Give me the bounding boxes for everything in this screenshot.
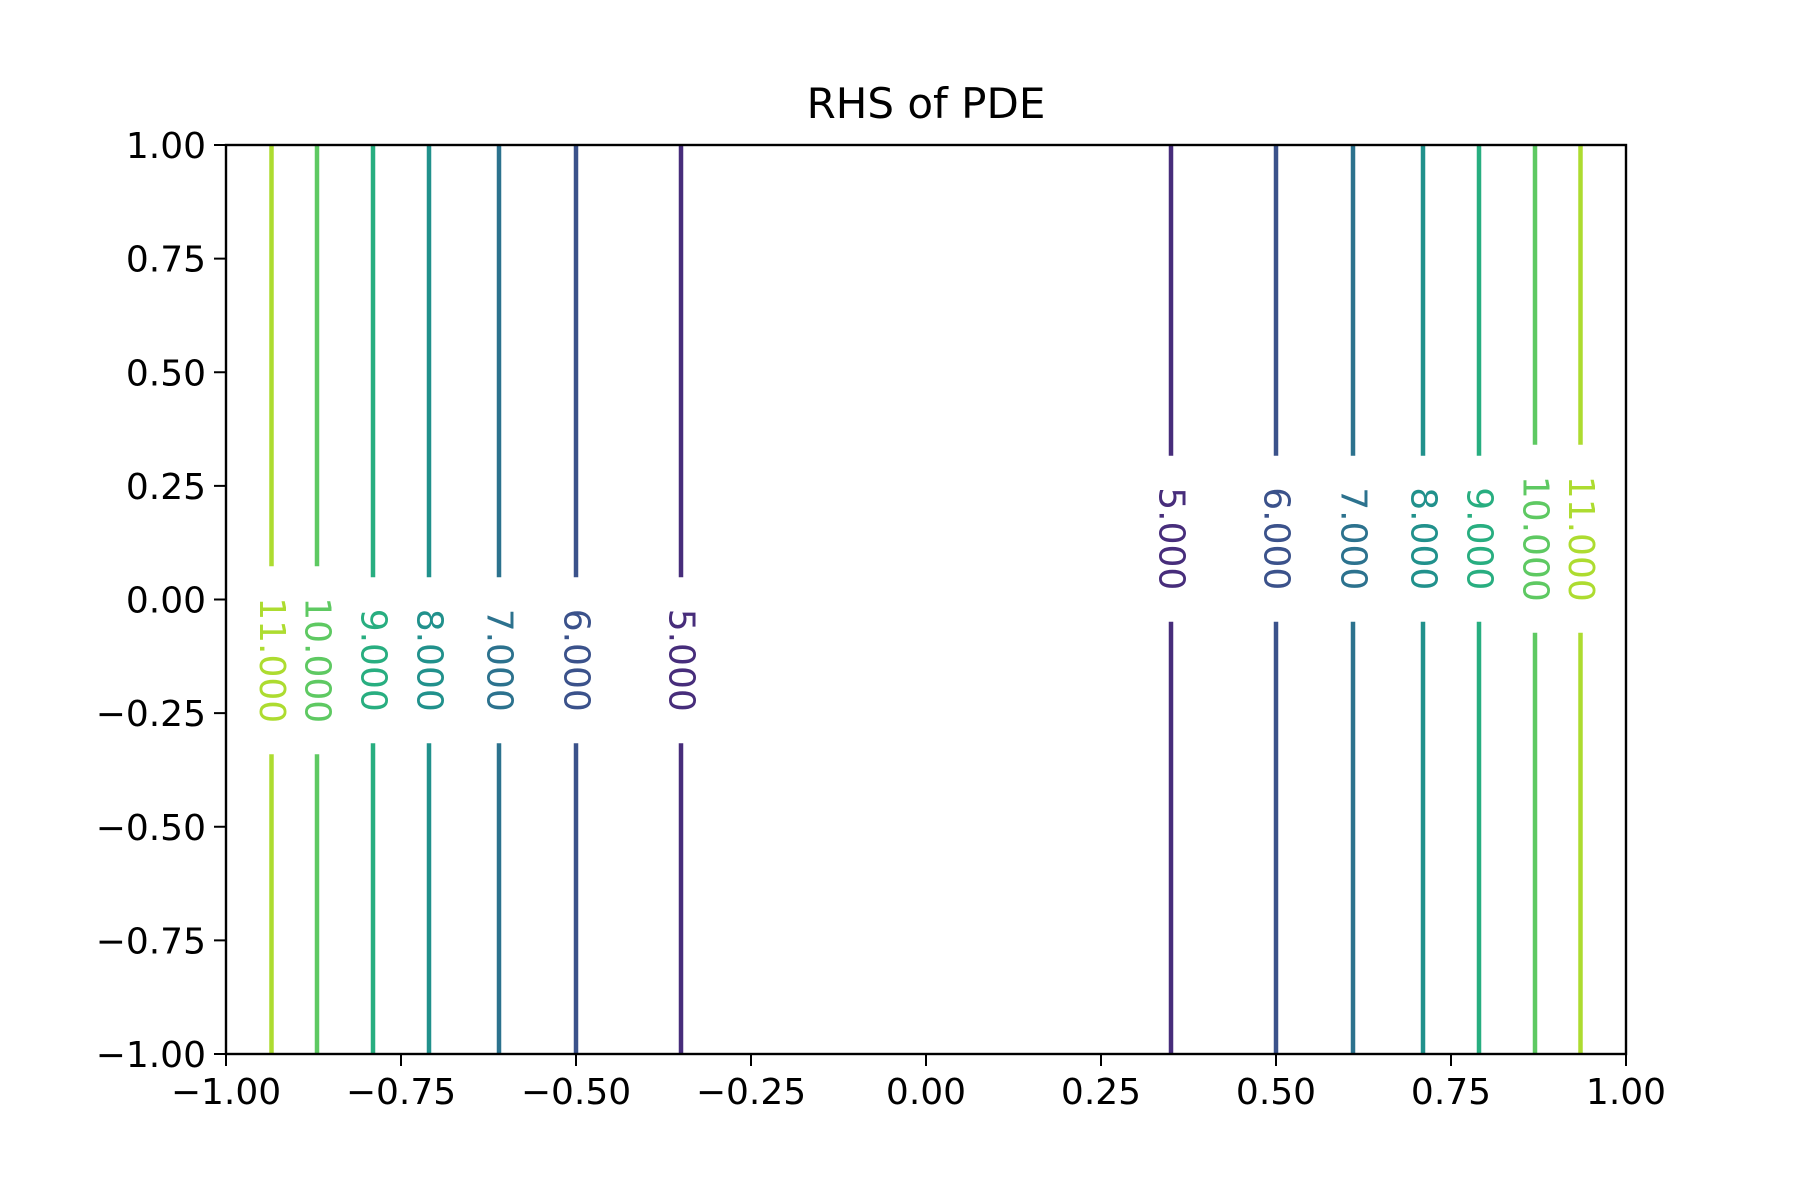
contour-label-11.000-right: 11.000 [1560, 476, 1601, 602]
contour-label-6.000-right: 6.000 [1256, 487, 1297, 590]
y-tick-label: −0.75 [96, 921, 206, 962]
x-tick-label: 0.75 [1411, 1072, 1491, 1113]
y-tick-label: −1.00 [96, 1035, 206, 1076]
contour-label-11.000-left: 11.000 [251, 597, 292, 723]
x-tick-label: 1.00 [1586, 1072, 1666, 1113]
y-tick-label: 0.50 [126, 353, 206, 394]
x-tick-label: 0.00 [886, 1072, 966, 1113]
contour-label-7.000-right: 7.000 [1333, 487, 1374, 590]
x-tick-label: −0.75 [346, 1072, 456, 1113]
contour-label-8.000-right: 8.000 [1403, 487, 1444, 590]
contour-label-9.000-left: 9.000 [353, 609, 394, 712]
contour-label-9.000-right: 9.000 [1459, 487, 1500, 590]
contour-label-6.000-left: 6.000 [556, 609, 597, 712]
contour-labels: 5.000 5.000 6.000 6.000 7.000 7.000 8.000 8.000… [251, 476, 1601, 723]
y-axis: −1.00 −0.75 −0.50 −0.25 0.00 0.25 0.50 0.75 1.00 [96, 126, 226, 1076]
contour-label-8.000-left: 8.000 [409, 609, 450, 712]
x-tick-label: −0.50 [521, 1072, 631, 1113]
x-tick-label: 0.25 [1061, 1072, 1141, 1113]
chart-title: RHS of PDE [807, 79, 1046, 128]
x-tick-label: −0.25 [696, 1072, 806, 1113]
y-tick-label: −0.50 [96, 808, 206, 849]
contour-label-10.000-right: 10.000 [1515, 476, 1556, 602]
y-tick-label: 0.00 [126, 581, 206, 622]
y-tick-label: 1.00 [126, 126, 206, 167]
x-tick-label: 0.50 [1236, 1072, 1316, 1113]
plot-frame [224, 143, 1628, 1056]
contour-label-5.000-left: 5.000 [661, 609, 702, 712]
x-tick-label: −1.00 [171, 1072, 281, 1113]
y-tick-label: −0.25 [96, 694, 206, 735]
contour-label-10.000-left: 10.000 [297, 597, 338, 723]
contour-label-5.000-right: 5.000 [1151, 487, 1192, 590]
y-tick-label: 0.25 [126, 467, 206, 508]
contour-label-7.000-left: 7.000 [479, 609, 520, 712]
contour-lines [269, 145, 1583, 1054]
x-axis: −1.00 −0.75 −0.50 −0.25 0.00 0.25 0.50 0.75 1.00 [171, 1054, 1666, 1113]
y-tick-label: 0.75 [126, 240, 206, 281]
